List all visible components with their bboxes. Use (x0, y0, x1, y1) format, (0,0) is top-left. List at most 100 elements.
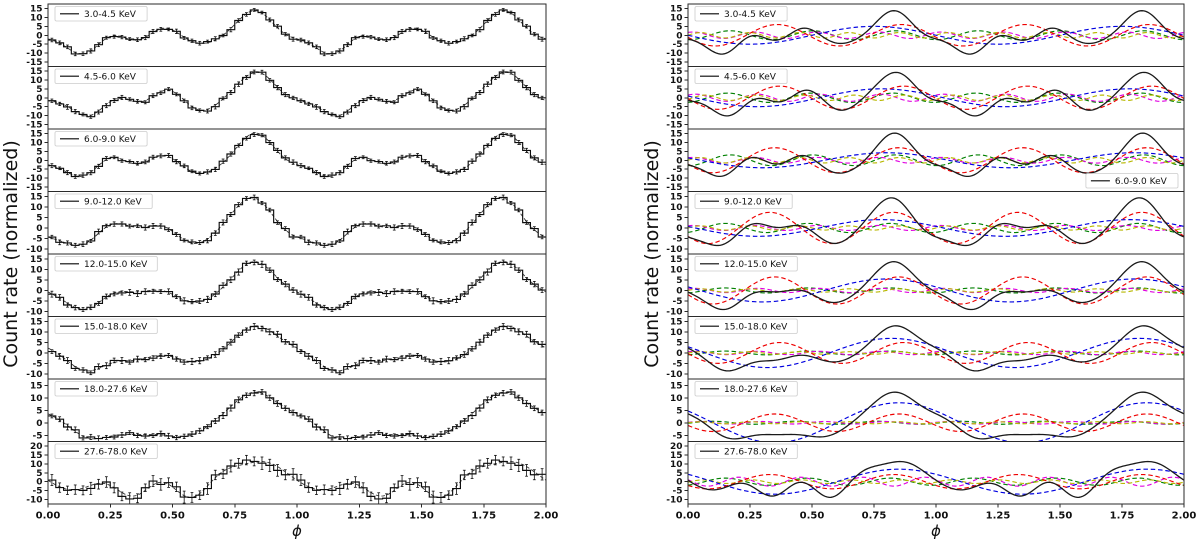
svg-text:5: 5 (676, 214, 682, 224)
svg-text:0.25: 0.25 (738, 511, 763, 522)
legend-label: 15.0-18.0 KeV (724, 322, 788, 332)
svg-text:0: 0 (36, 419, 42, 429)
error-bars (50, 323, 544, 376)
svg-text:5: 5 (36, 85, 42, 95)
svg-text:10: 10 (30, 76, 43, 86)
svg-text:0: 0 (676, 224, 682, 234)
svg-text:15: 15 (30, 381, 43, 391)
harmonic-5-curve (688, 421, 1184, 425)
svg-text:5: 5 (676, 85, 682, 95)
total-model-curve (688, 132, 1184, 178)
total-model-curve (688, 261, 1184, 311)
svg-text:-5: -5 (673, 487, 683, 497)
svg-text:0: 0 (676, 478, 682, 488)
legend-left-9.0-12.0 KeV: 9.0-12.0 KeV (54, 193, 153, 209)
legend-left-3.0-4.5 KeV: 3.0-4.5 KeV (54, 6, 148, 22)
panel-right-6: 15 10 5 0 -5 18.0-27.6 KeV (670, 378, 1185, 442)
svg-text:5: 5 (676, 469, 682, 479)
legend-label: 27.6-78.0 KeV (84, 447, 148, 457)
legend-label: 27.6-78.0 KeV (724, 447, 788, 457)
harmonic-1-curve (688, 219, 1184, 237)
svg-text:-15: -15 (666, 58, 682, 68)
harmonic-2-curve (688, 413, 1184, 433)
left-x-axis-label: ϕ (292, 522, 302, 540)
harmonic-5-curve (688, 94, 1184, 102)
svg-text:-5: -5 (33, 40, 43, 50)
svg-text:-5: -5 (673, 40, 683, 50)
legend-label: 3.0-4.5 KeV (84, 10, 137, 20)
svg-text:0: 0 (36, 31, 42, 41)
svg-text:-10: -10 (26, 496, 42, 506)
svg-text:1.75: 1.75 (1110, 511, 1135, 522)
svg-text:10: 10 (30, 328, 43, 338)
harmonic-2-curve (688, 85, 1184, 110)
legend-right-18.0-27.6 KeV: 18.0-27.6 KeV (694, 381, 798, 397)
svg-text:5: 5 (36, 214, 42, 224)
svg-text:0: 0 (676, 94, 682, 104)
svg-text:2.00: 2.00 (1172, 511, 1197, 522)
svg-text:5: 5 (36, 22, 42, 32)
y-axis-ticks: 15 10 5 0 -5 (670, 381, 688, 441)
svg-text:-10: -10 (666, 370, 682, 380)
harmonic-3-curve (688, 30, 1184, 41)
harmonic-1-curve (688, 152, 1184, 169)
error-bars (50, 8, 544, 57)
right-y-axis-label: Count rate (normalized) (641, 140, 663, 368)
svg-text:-5: -5 (673, 359, 683, 369)
legend-label: 6.0-9.0 KeV (84, 135, 137, 145)
svg-text:10: 10 (670, 328, 683, 338)
legend-right-6.0-9.0 KeV: 6.0-9.0 KeV (1085, 173, 1179, 189)
svg-text:5: 5 (676, 406, 682, 416)
svg-text:15: 15 (670, 4, 683, 14)
legend-left-4.5-6.0 KeV: 4.5-6.0 KeV (54, 68, 148, 84)
svg-text:-5: -5 (33, 297, 43, 307)
svg-text:-10: -10 (26, 307, 42, 317)
harmonic-5-curve (688, 225, 1184, 231)
svg-text:10: 10 (30, 460, 43, 470)
svg-text:5: 5 (676, 22, 682, 32)
svg-text:10: 10 (30, 394, 43, 404)
svg-text:-10: -10 (26, 370, 42, 380)
svg-text:-10: -10 (666, 49, 682, 59)
total-model-curve (688, 71, 1184, 117)
legend-left-6.0-9.0 KeV: 6.0-9.0 KeV (54, 131, 148, 147)
svg-text:5: 5 (36, 147, 42, 157)
x-axis-ticks-left: 0.00 0.25 0.50 0.75 1.00 1.25 1.50 1.75 2.00 (36, 504, 558, 522)
legend-left-27.6-78.0 KeV: 27.6-78.0 KeV (54, 443, 158, 459)
harmonic-2-curve (688, 211, 1184, 245)
svg-text:5: 5 (676, 276, 682, 286)
legend-label: 18.0-27.6 KeV (84, 385, 148, 395)
harmonic-4-curve (688, 93, 1184, 102)
histogram-steps (48, 261, 546, 311)
harmonic-3-curve (688, 154, 1184, 167)
total-model-curve (688, 460, 1184, 498)
svg-text:10: 10 (30, 13, 43, 23)
legend-label: 9.0-12.0 KeV (84, 197, 142, 207)
legend-label: 6.0-9.0 KeV (1115, 177, 1168, 187)
svg-text:0: 0 (36, 94, 42, 104)
svg-text:-5: -5 (33, 103, 43, 113)
svg-text:10: 10 (30, 203, 43, 213)
x-axis-ticks-right: 0.00 0.25 0.50 0.75 1.00 1.25 1.50 1.75 2.00 (676, 504, 1197, 522)
harmonic-4-curve (688, 31, 1184, 40)
svg-text:20: 20 (30, 442, 43, 452)
svg-text:-5: -5 (673, 165, 683, 175)
svg-text:0.75: 0.75 (222, 511, 247, 522)
legend-right-27.6-78.0 KeV: 27.6-78.0 KeV (694, 443, 798, 459)
histogram-steps (48, 9, 546, 55)
legend-left-12.0-15.0 KeV: 12.0-15.0 KeV (54, 256, 158, 272)
legend-label: 18.0-27.6 KeV (724, 385, 788, 395)
legend-label: 3.0-4.5 KeV (724, 10, 777, 20)
left-y-axis-label: Count rate (normalized) (0, 140, 22, 368)
svg-text:-5: -5 (673, 297, 683, 307)
